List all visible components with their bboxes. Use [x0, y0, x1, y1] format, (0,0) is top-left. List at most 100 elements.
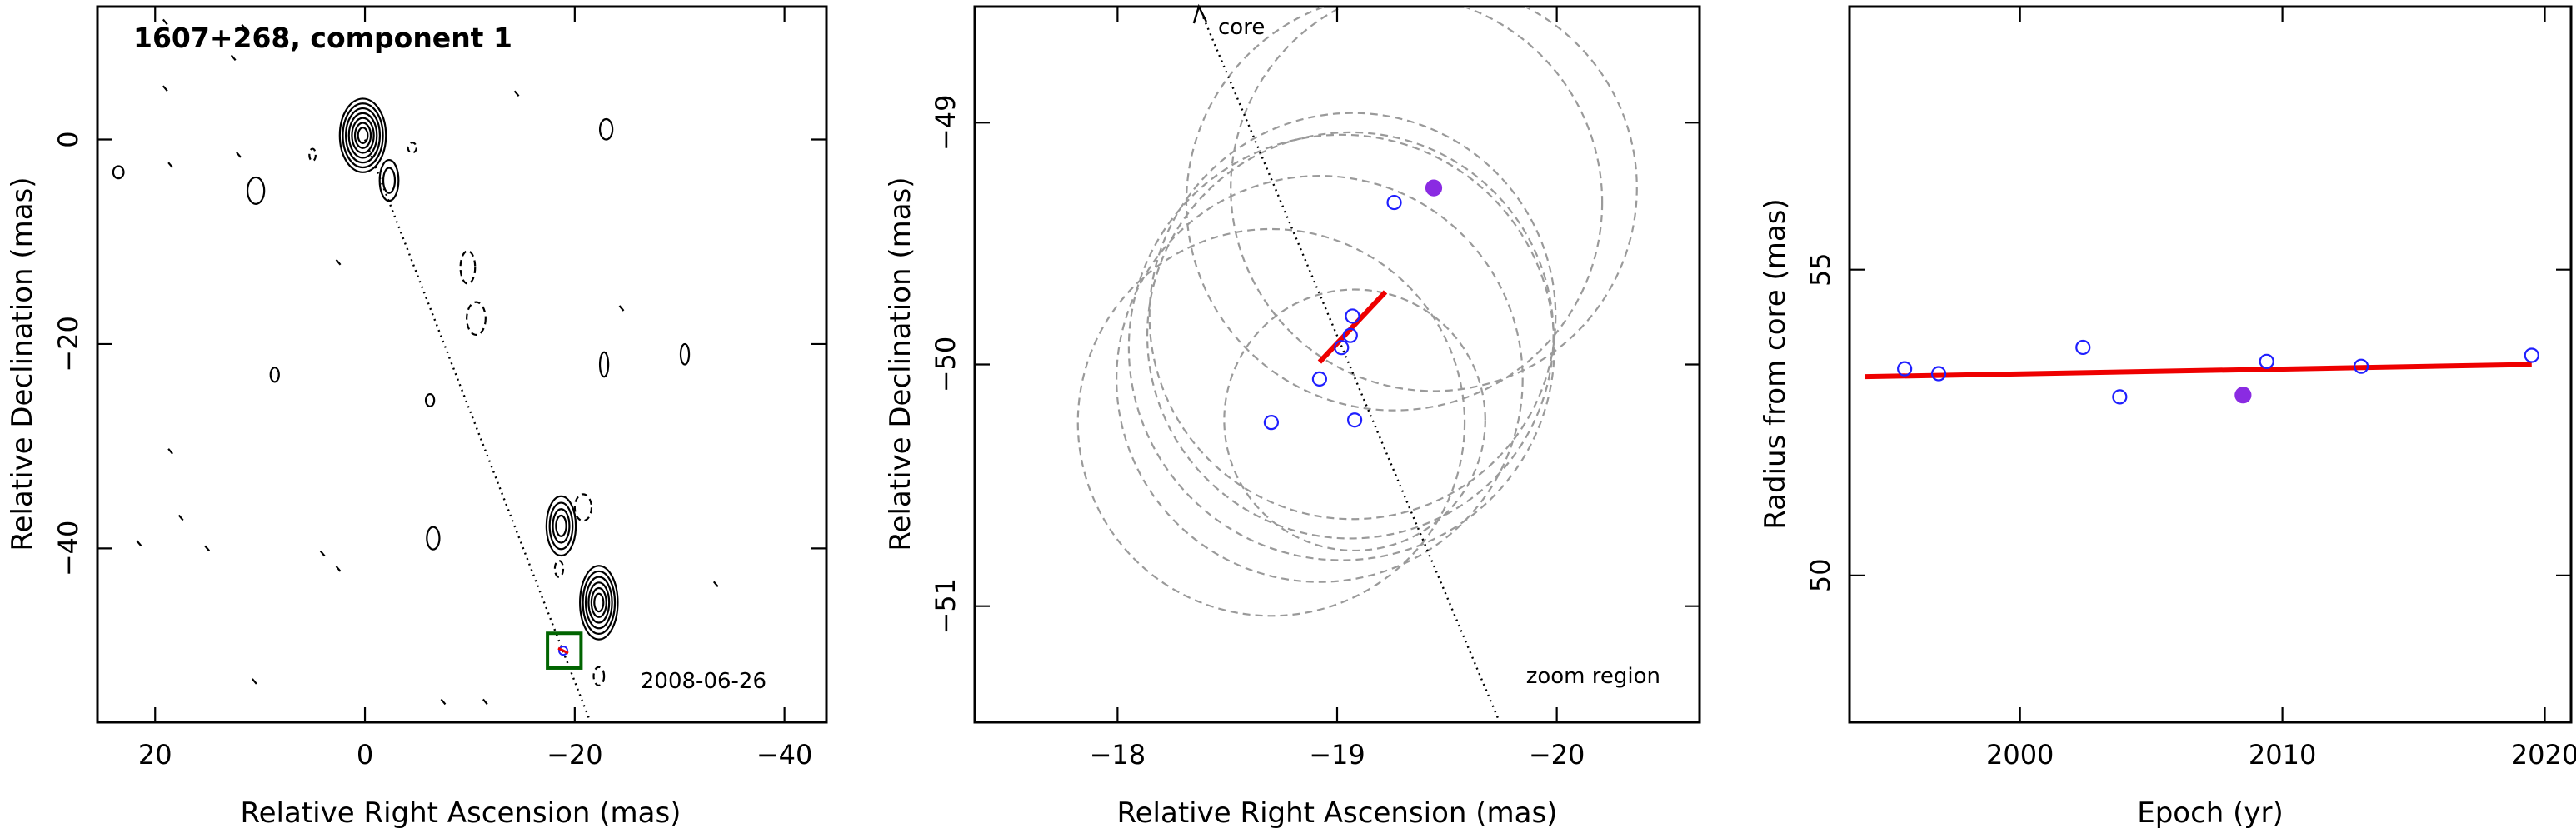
error-circle [1148, 112, 1557, 521]
contour-level [378, 158, 400, 202]
contour-level [598, 117, 614, 141]
zoom-region-label: zoom region [1526, 664, 1660, 689]
negative-contour [573, 493, 593, 522]
contour-level [555, 514, 567, 537]
data-point-open [2259, 353, 2274, 369]
panel2-x-tick-label: −20 [1529, 739, 1585, 771]
noise-contour [440, 698, 447, 706]
negative-contour [553, 560, 565, 578]
noise-contour [236, 152, 242, 158]
data-point-filled [1425, 179, 1443, 197]
noise-contour [162, 18, 168, 26]
error-circle [1127, 133, 1555, 561]
component-marker [557, 646, 569, 656]
noise-contour [335, 566, 342, 572]
panel3-x-ticks: 2000 2010 2020 [1986, 7, 2576, 771]
contour-level [351, 117, 375, 154]
contour-level [593, 592, 605, 613]
negative-contour [459, 250, 477, 285]
panel1-date-label: 2008-06-26 [641, 669, 766, 694]
panel2-y-axis-label: Relative Declination (mas) [884, 177, 917, 551]
panel2-y-tick-label: −51 [930, 578, 961, 635]
negative-contour [592, 666, 606, 686]
panel3-x-tick-label: 2020 [2511, 739, 2576, 771]
noise-contour [230, 54, 237, 62]
noise-contour [618, 305, 625, 312]
panel2-y-ticks: −49 −50 −51 [930, 95, 1700, 635]
panel1-y-tick-label: −40 [52, 521, 84, 577]
panel1-y-tick-label: −20 [52, 316, 84, 372]
marker-vector [557, 646, 569, 655]
contour-level [357, 127, 369, 145]
noise-contour [712, 581, 719, 588]
data-point-open [1897, 361, 1913, 377]
panel1-y-axis-label: Relative Declination (mas) [6, 177, 39, 551]
error-circle [1185, 7, 1604, 412]
contour-layer [112, 18, 719, 706]
contour-level [382, 167, 397, 194]
noise-contour [335, 259, 342, 266]
panel3-x-axis-label: Epoch (yr) [2137, 796, 2284, 830]
position-points [1263, 179, 1443, 431]
data-point-open [1386, 194, 1402, 211]
panel-contour-map: 20 0 −20 −40 0−20−40 1607+268, component 1 … [6, 5, 828, 830]
panel2-x-axis-label: Relative Right Ascension (mas) [1117, 796, 1558, 830]
data-point-open [2075, 339, 2091, 356]
error-circle [1116, 175, 1524, 583]
panel1-y-tick-label: 0 [52, 131, 84, 147]
panel2-y-tick-label: −50 [930, 337, 961, 393]
contour-level [587, 581, 611, 624]
panel3-y-axis-label: Radius from core (mas) [1759, 198, 1792, 529]
zoom-region-box [546, 631, 583, 670]
fit-line [1865, 362, 2532, 380]
data-point-open [1346, 412, 1363, 428]
data-point-open [2112, 389, 2128, 405]
negative-contour [407, 142, 417, 154]
panel2-x-ticks: −18 −19 −20 [1090, 7, 1585, 771]
error-circle [1230, 7, 1638, 392]
panel2-x-tick-label: −19 [1309, 739, 1365, 771]
contour-level [548, 501, 574, 551]
error-circle [1223, 288, 1486, 552]
data-point-filled [2234, 387, 2252, 404]
data-point-open [1342, 327, 1358, 343]
noise-contour [482, 698, 488, 706]
contour-level [246, 176, 266, 205]
noise-contour [162, 85, 168, 92]
contour-level [347, 112, 378, 159]
motion-vector [1317, 290, 1388, 364]
noise-contour [177, 514, 184, 521]
contour-level [338, 97, 387, 173]
panel2-y-tick-label: −49 [930, 95, 961, 152]
contour-level [426, 526, 441, 551]
noise-contour [167, 162, 173, 168]
panel1-x-tick-label: 20 [138, 739, 172, 771]
panel1-x-tick-label: −20 [547, 739, 603, 771]
core-label: core [1218, 15, 1265, 40]
negative-contour [466, 301, 487, 337]
contour-level [582, 570, 617, 636]
data-point-open [1311, 371, 1328, 387]
noise-contour [167, 448, 173, 455]
marker-circle [557, 646, 568, 656]
contour-level [590, 586, 607, 618]
jet-axis-line-zoom [1197, 7, 1501, 722]
contour-level [598, 351, 610, 378]
data-point-open [1345, 308, 1360, 324]
contour-level [679, 342, 691, 366]
contour-level [584, 576, 613, 630]
noise-contour [513, 90, 520, 97]
data-point-open [1263, 415, 1280, 431]
noise-contour [319, 550, 326, 557]
panel1-frame [96, 5, 828, 724]
panel1-title: 1607+268, component 1 [133, 22, 512, 54]
panel-zoom-region: −18 −19 −20 −49 −50 −51 core zoom region Rel… [884, 3, 1701, 830]
error-circle [1146, 131, 1555, 540]
noise-contour [136, 540, 142, 546]
panel1-x-tick-label: 0 [357, 739, 373, 771]
contour-level [579, 565, 619, 641]
data-point-open [1334, 340, 1350, 356]
contour-level [424, 392, 436, 407]
panel3-x-tick-label: 2000 [1986, 739, 2054, 771]
